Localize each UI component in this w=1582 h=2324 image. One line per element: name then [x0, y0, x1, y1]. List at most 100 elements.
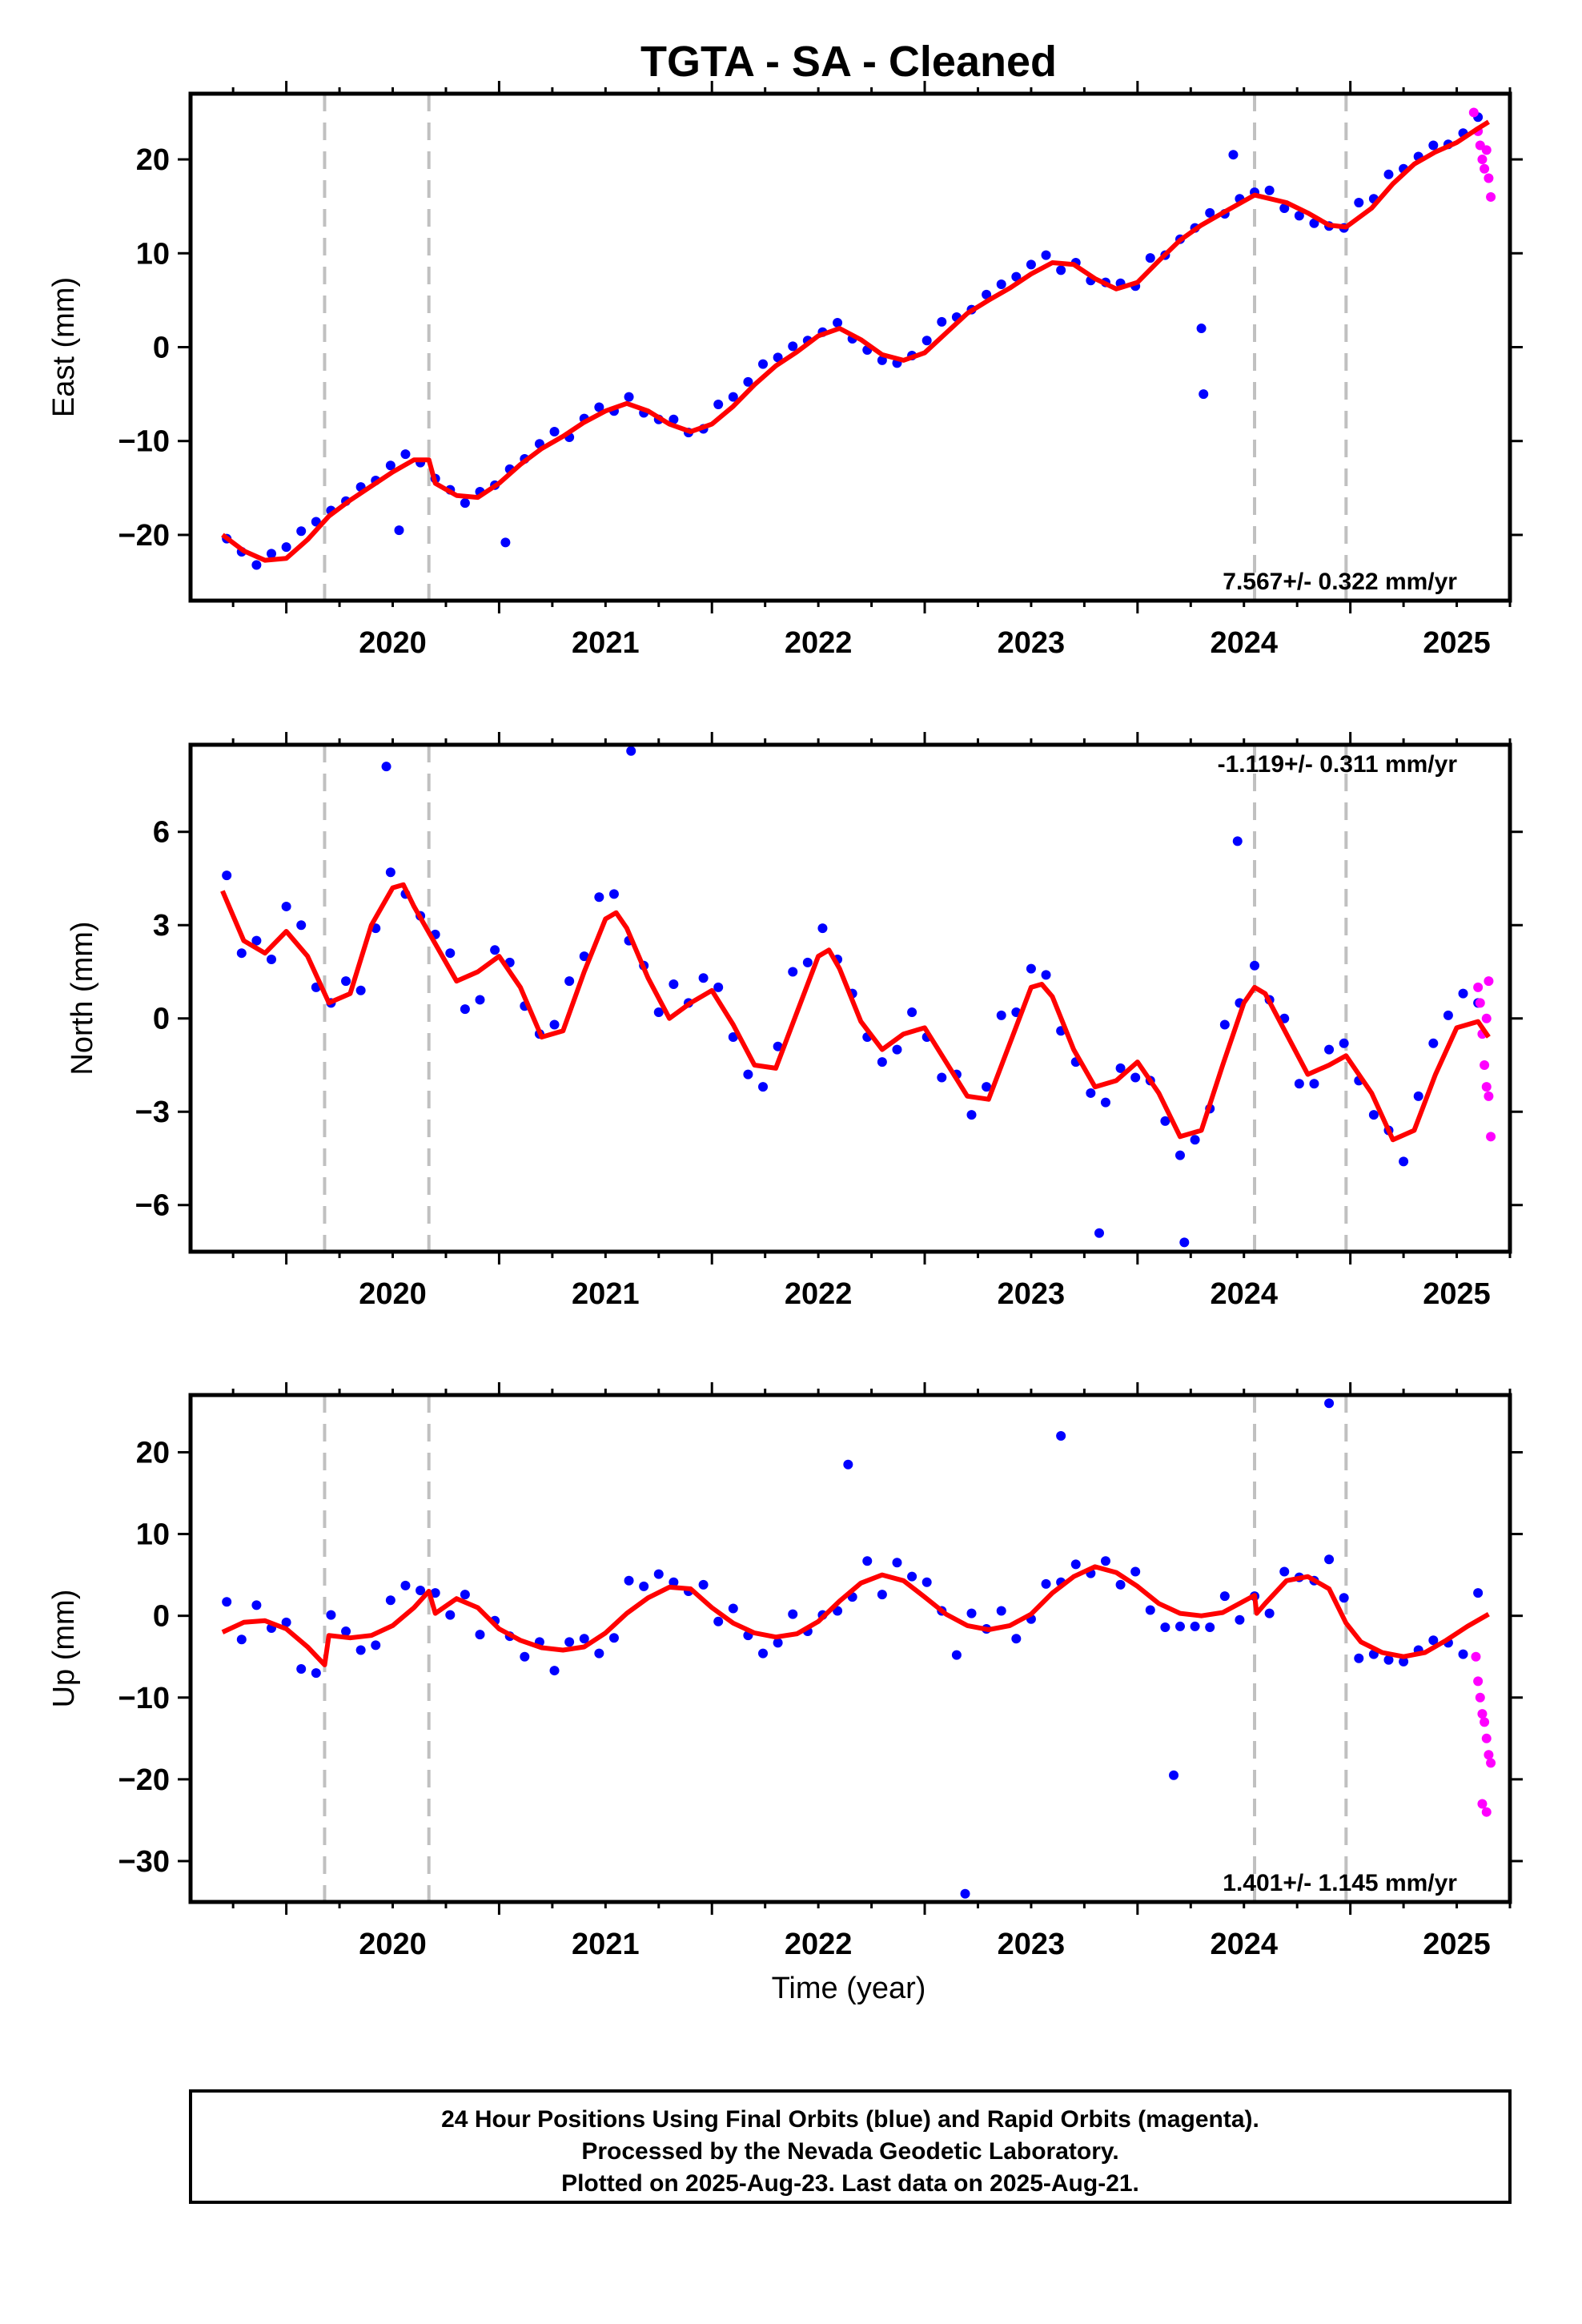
- north-final-point: [1428, 1038, 1439, 1048]
- north-frame: [188, 742, 1512, 1254]
- north-final-point: [296, 920, 307, 931]
- north-x-tick-label: 2022: [785, 1277, 853, 1311]
- north-final-point: [743, 1069, 753, 1080]
- east-final-point: [833, 318, 843, 328]
- up-rapid-point: [1481, 1733, 1492, 1743]
- north-final-point: [460, 1004, 470, 1015]
- up-model-line: [221, 1564, 1490, 1667]
- east-final-point: [996, 279, 1006, 289]
- east-final-point: [1228, 150, 1239, 160]
- north-final-point: [236, 948, 247, 959]
- north-final-point: [1339, 1038, 1349, 1048]
- east-final-point: [982, 289, 992, 300]
- up-final-point: [1473, 1588, 1484, 1598]
- up-y-tick-label: 10: [136, 1518, 170, 1552]
- east-final-point: [394, 525, 404, 536]
- north-final-point: [564, 976, 575, 987]
- east-final-point: [500, 537, 511, 548]
- east-y-tick-label: −10: [118, 425, 170, 459]
- north-final-point: [1399, 1156, 1409, 1167]
- east-final-point: [1294, 211, 1304, 221]
- east-rapid-point: [1484, 173, 1494, 183]
- up-final-point: [1339, 1593, 1349, 1603]
- up-rapid-point: [1481, 1807, 1492, 1817]
- up-final-point: [1235, 1614, 1245, 1625]
- north-x-tick-label: 2020: [359, 1277, 427, 1311]
- east-x-tick-label: 2024: [1210, 626, 1278, 660]
- north-final-point: [1219, 1019, 1230, 1030]
- east-final-point: [921, 336, 932, 346]
- north-final-point: [982, 1082, 992, 1092]
- up-final-point: [1324, 1398, 1335, 1409]
- up-final-point: [698, 1579, 709, 1590]
- up-final-point: [921, 1577, 932, 1587]
- north-final-point: [1026, 963, 1036, 974]
- up-final-point: [371, 1640, 381, 1651]
- up-final-point: [1219, 1591, 1230, 1602]
- north-final-point: [817, 923, 828, 934]
- east-final-point: [594, 402, 604, 412]
- up-rapid-point: [1471, 1651, 1481, 1662]
- north-final-point: [937, 1072, 947, 1083]
- east-y-axis-label: East (mm): [47, 277, 81, 417]
- north-y-tick-label: 0: [153, 1003, 170, 1036]
- up-x-tick-label: 2023: [998, 1928, 1066, 1961]
- up-final-point: [951, 1650, 962, 1660]
- up-final-point: [385, 1595, 396, 1606]
- up-final-point: [653, 1569, 664, 1579]
- north-final-point: [251, 935, 262, 946]
- east-final-point: [1199, 389, 1209, 400]
- up-final-point: [728, 1603, 738, 1614]
- up-x-tick-label: 2020: [359, 1928, 427, 1961]
- east-final-point: [1041, 250, 1051, 260]
- up-final-point: [639, 1581, 649, 1591]
- east-final-point: [758, 359, 769, 369]
- up-final-point: [1354, 1653, 1364, 1663]
- north-final-point: [907, 1007, 917, 1017]
- east-final-point: [713, 400, 724, 410]
- up-final-point: [594, 1648, 604, 1659]
- up-rate-label: 1.401+/- 1.145 mm/yr: [1223, 1870, 1457, 1896]
- east-x-tick-label: 2022: [785, 626, 853, 660]
- north-final-point: [1041, 970, 1051, 980]
- north-final-point: [475, 995, 485, 1005]
- north-final-point: [385, 867, 396, 878]
- north-rapid-point: [1481, 1013, 1492, 1023]
- north-final-point: [222, 870, 232, 881]
- up-final-point: [788, 1609, 798, 1619]
- up-final-point: [877, 1590, 887, 1600]
- east-final-point: [877, 355, 887, 365]
- up-rapid-point: [1477, 1709, 1488, 1719]
- up-rapid-point: [1473, 1676, 1484, 1687]
- east-final-point: [1205, 207, 1215, 218]
- north-final-point: [1443, 1010, 1453, 1020]
- footer-line-1: 24 Hour Positions Using Final Orbits (bl…: [441, 2106, 1259, 2133]
- north-panel: 2020 2021 2022 2023 2024 2025 −6 −3 0 3 6 North (mm…: [66, 732, 1523, 1311]
- up-final-point: [1279, 1566, 1290, 1577]
- up-final-point: [907, 1571, 917, 1582]
- east-final-point: [1279, 203, 1290, 214]
- up-final-point: [669, 1577, 679, 1587]
- east-x-tick-label: 2020: [359, 626, 427, 660]
- footer-box: [189, 2089, 1512, 2204]
- up-final-point: [445, 1610, 456, 1620]
- north-final-point: [877, 1057, 887, 1068]
- east-final-point: [1145, 253, 1155, 263]
- up-x-tick-label: 2021: [572, 1928, 640, 1961]
- north-x-tick-label: 2021: [572, 1277, 640, 1311]
- north-final-point: [594, 892, 604, 903]
- up-final-point: [1070, 1559, 1081, 1570]
- up-panel: 2020 2021 2022 2023 2024 2025 −30 −20 −10 0 10 20 Up…: [47, 1382, 1523, 1961]
- up-y-tick-label: −10: [118, 1682, 170, 1715]
- east-final-point: [1354, 197, 1364, 207]
- up-final-point: [475, 1630, 485, 1640]
- east-rate-label: 7.567+/- 0.322 mm/yr: [1223, 569, 1457, 595]
- up-final-point: [1383, 1655, 1394, 1665]
- north-rate-label: -1.119+/- 0.311 mm/yr: [1218, 751, 1458, 778]
- north-rapid-point: [1484, 1091, 1494, 1101]
- up-final-point: [341, 1626, 351, 1637]
- east-final-point: [669, 414, 679, 424]
- north-final-point: [1190, 1135, 1200, 1145]
- north-final-point: [355, 985, 366, 995]
- north-final-point: [1309, 1079, 1319, 1089]
